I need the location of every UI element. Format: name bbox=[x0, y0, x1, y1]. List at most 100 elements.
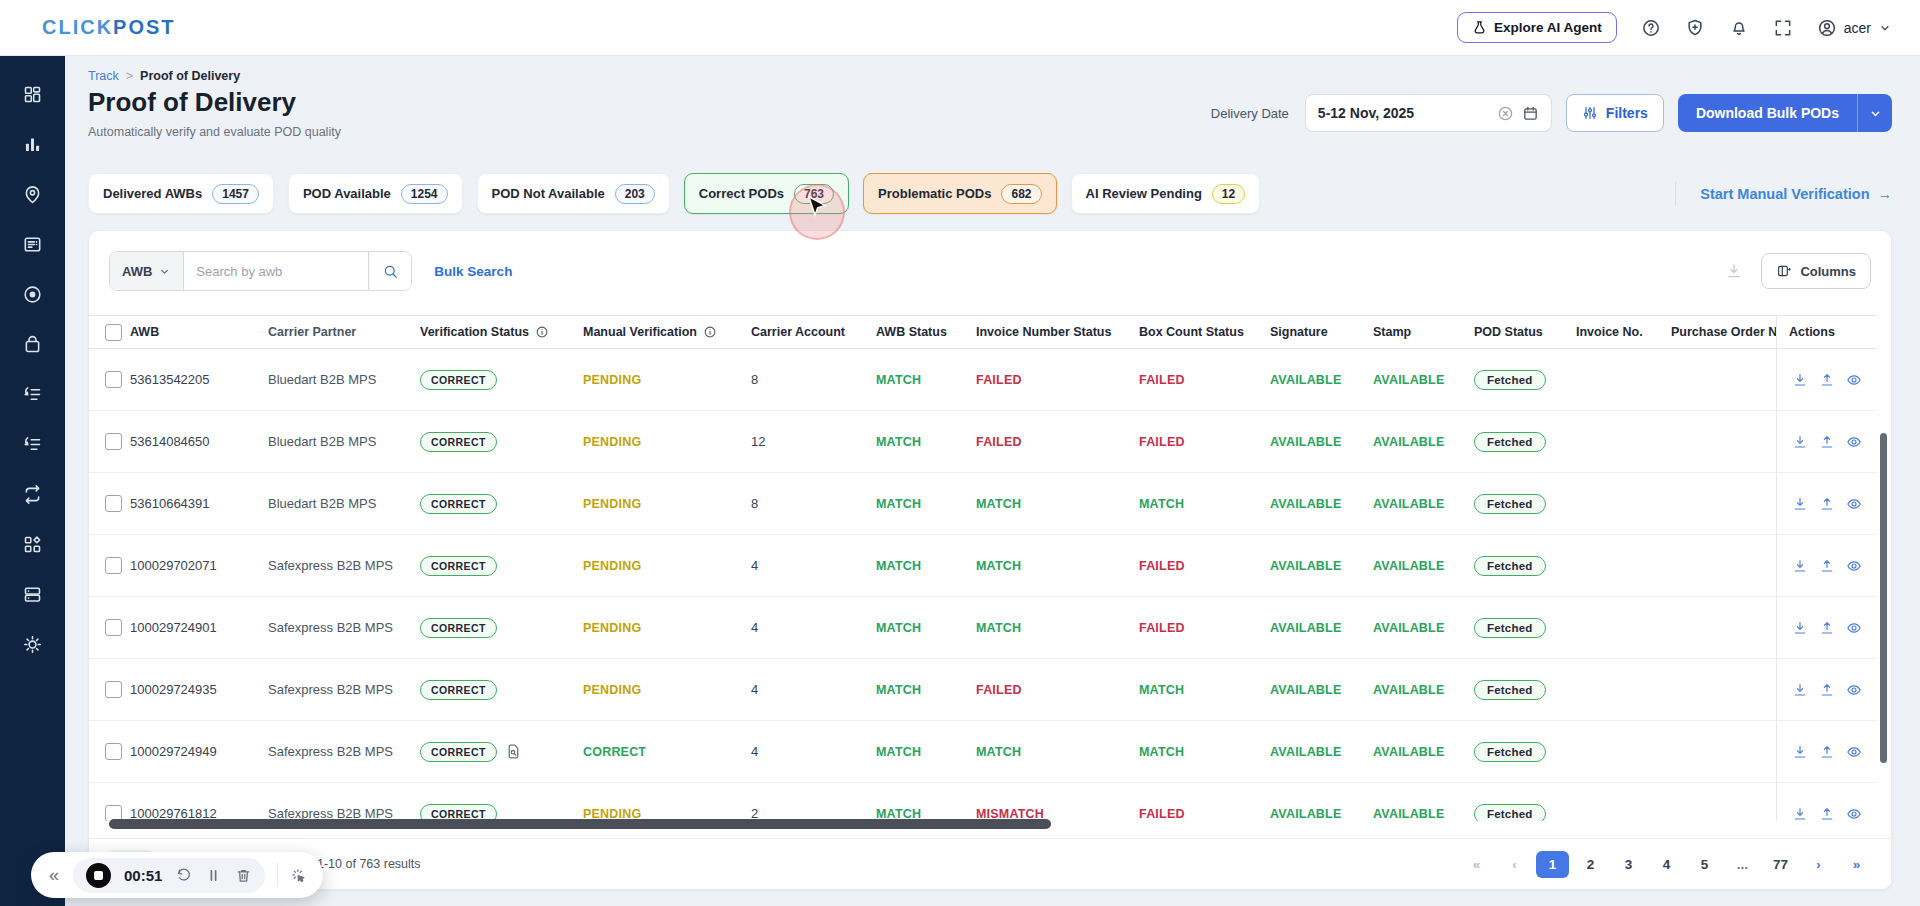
column-header-stamp[interactable]: Stamp bbox=[1373, 325, 1474, 339]
pagination-last[interactable]: » bbox=[1840, 851, 1873, 878]
column-header-verification_status[interactable]: Verification Status bbox=[420, 325, 583, 339]
row-checkbox[interactable] bbox=[105, 433, 122, 450]
upload-icon[interactable] bbox=[1819, 806, 1835, 822]
fullscreen-icon[interactable] bbox=[1773, 18, 1793, 38]
eye-icon[interactable] bbox=[1846, 372, 1862, 388]
sidebar-item-integrations[interactable] bbox=[0, 519, 65, 569]
column-header-awb_status[interactable]: AWB Status bbox=[876, 325, 976, 339]
columns-button[interactable]: Columns bbox=[1761, 253, 1871, 289]
eye-icon[interactable] bbox=[1846, 434, 1862, 450]
row-checkbox[interactable] bbox=[105, 681, 122, 698]
shield-icon[interactable] bbox=[1685, 18, 1705, 38]
row-checkbox[interactable] bbox=[105, 371, 122, 388]
help-icon[interactable] bbox=[1641, 18, 1661, 38]
column-header-box_count_status[interactable]: Box Count Status bbox=[1139, 325, 1270, 339]
bulk-search-link[interactable]: Bulk Search bbox=[434, 264, 512, 279]
sidebar-item-repeat[interactable] bbox=[0, 469, 65, 519]
horizontal-scrollbar[interactable] bbox=[109, 819, 1051, 829]
pagination-page-77[interactable]: 77 bbox=[1764, 851, 1797, 878]
upload-icon[interactable] bbox=[1819, 744, 1835, 760]
search-type-selector[interactable]: AWB bbox=[110, 252, 184, 290]
collapse-toolbar-icon[interactable]: « bbox=[47, 865, 61, 886]
row-checkbox[interactable] bbox=[105, 557, 122, 574]
sidebar-item-disc[interactable] bbox=[0, 269, 65, 319]
search-button[interactable] bbox=[368, 252, 411, 290]
column-header-purchase_order_no[interactable]: Purchase Order No bbox=[1671, 325, 1777, 339]
download-icon[interactable] bbox=[1792, 620, 1808, 636]
download-icon[interactable] bbox=[1792, 372, 1808, 388]
filters-button[interactable]: Filters bbox=[1566, 94, 1664, 132]
column-header-invoice_number_status[interactable]: Invoice Number Status bbox=[976, 325, 1139, 339]
pagination-prev[interactable]: ‹ bbox=[1498, 851, 1531, 878]
upload-icon[interactable] bbox=[1819, 496, 1835, 512]
upload-icon[interactable] bbox=[1819, 558, 1835, 574]
sidebar-item-shopping-bag[interactable] bbox=[0, 319, 65, 369]
download-icon[interactable] bbox=[1792, 496, 1808, 512]
summary-chip-ai-review-pending[interactable]: AI Review Pending12 bbox=[1071, 173, 1261, 214]
stop-recording-button[interactable] bbox=[86, 863, 111, 888]
download-icon[interactable] bbox=[1792, 682, 1808, 698]
download-icon[interactable] bbox=[1792, 558, 1808, 574]
eye-icon[interactable] bbox=[1846, 682, 1862, 698]
summary-chip-pod-not-available[interactable]: POD Not Available203 bbox=[477, 173, 670, 214]
download-icon[interactable] bbox=[1792, 806, 1808, 822]
row-checkbox[interactable] bbox=[105, 619, 122, 636]
explore-ai-agent-button[interactable]: Explore AI Agent bbox=[1457, 12, 1617, 43]
eye-icon[interactable] bbox=[1846, 806, 1862, 822]
column-header-carrier_account[interactable]: Carrier Account bbox=[751, 325, 876, 339]
pagination-next[interactable]: › bbox=[1802, 851, 1835, 878]
column-header-signature[interactable]: Signature bbox=[1270, 325, 1373, 339]
restart-recording-icon[interactable] bbox=[175, 867, 192, 884]
search-input[interactable] bbox=[184, 252, 368, 290]
sidebar-item-returns[interactable] bbox=[0, 369, 65, 419]
sidebar-item-bar-chart[interactable] bbox=[0, 119, 65, 169]
sidebar-item-map-pin[interactable] bbox=[0, 169, 65, 219]
pagination-page-2[interactable]: 2 bbox=[1574, 851, 1607, 878]
eye-icon[interactable] bbox=[1846, 558, 1862, 574]
calendar-icon[interactable] bbox=[1522, 105, 1539, 122]
upload-icon[interactable] bbox=[1819, 434, 1835, 450]
pagination-page-5[interactable]: 5 bbox=[1688, 851, 1721, 878]
select-all-checkbox[interactable] bbox=[105, 324, 122, 341]
download-bulk-dropdown-toggle[interactable] bbox=[1857, 94, 1892, 132]
row-checkbox[interactable] bbox=[105, 743, 122, 760]
summary-chip-problematic-pods[interactable]: Problematic PODs682 bbox=[863, 173, 1056, 214]
bell-icon[interactable] bbox=[1729, 18, 1749, 38]
row-checkbox[interactable] bbox=[105, 495, 122, 512]
column-header-manual_verification[interactable]: Manual Verification bbox=[583, 325, 751, 339]
user-menu[interactable]: acer bbox=[1817, 18, 1892, 38]
sidebar-item-list[interactable] bbox=[0, 219, 65, 269]
click-burst-icon[interactable] bbox=[290, 867, 307, 884]
delivery-date-input[interactable]: 5-12 Nov, 2025 bbox=[1305, 94, 1552, 132]
summary-chip-correct-pods[interactable]: Correct PODs763 bbox=[684, 173, 849, 214]
pagination-page-1[interactable]: 1 bbox=[1536, 851, 1569, 878]
sidebar-item-dashboard[interactable] bbox=[0, 69, 65, 119]
column-header-pod_status[interactable]: POD Status bbox=[1474, 325, 1576, 339]
info-icon[interactable] bbox=[703, 325, 717, 339]
pause-recording-icon[interactable] bbox=[205, 867, 222, 884]
upload-icon[interactable] bbox=[1819, 620, 1835, 636]
sidebar-item-server[interactable] bbox=[0, 569, 65, 619]
eye-icon[interactable] bbox=[1846, 744, 1862, 760]
column-header-carrier_partner[interactable]: Carrier Partner bbox=[268, 325, 420, 339]
delete-recording-icon[interactable] bbox=[235, 867, 252, 884]
column-header-invoice_no[interactable]: Invoice No. bbox=[1576, 325, 1671, 339]
download-icon[interactable] bbox=[1792, 744, 1808, 760]
eye-icon[interactable] bbox=[1846, 620, 1862, 636]
summary-chip-delivered-awbs[interactable]: Delivered AWBs1457 bbox=[88, 173, 274, 214]
clear-date-icon[interactable] bbox=[1497, 105, 1514, 122]
download-bulk-pods-button[interactable]: Download Bulk PODs bbox=[1678, 94, 1892, 132]
vertical-scrollbar[interactable] bbox=[1880, 433, 1887, 763]
upload-icon[interactable] bbox=[1819, 682, 1835, 698]
document-review-icon[interactable] bbox=[505, 743, 522, 760]
breadcrumb-track-link[interactable]: Track bbox=[88, 69, 119, 83]
pagination-page-4[interactable]: 4 bbox=[1650, 851, 1683, 878]
download-icon[interactable] bbox=[1792, 434, 1808, 450]
sidebar-item-returns-alt[interactable] bbox=[0, 419, 65, 469]
sidebar-item-settings-gear[interactable] bbox=[0, 619, 65, 669]
eye-icon[interactable] bbox=[1846, 496, 1862, 512]
pagination-first[interactable]: « bbox=[1460, 851, 1493, 878]
upload-icon[interactable] bbox=[1819, 372, 1835, 388]
pagination-page-3[interactable]: 3 bbox=[1612, 851, 1645, 878]
summary-chip-pod-available[interactable]: POD Available1254 bbox=[288, 173, 463, 214]
